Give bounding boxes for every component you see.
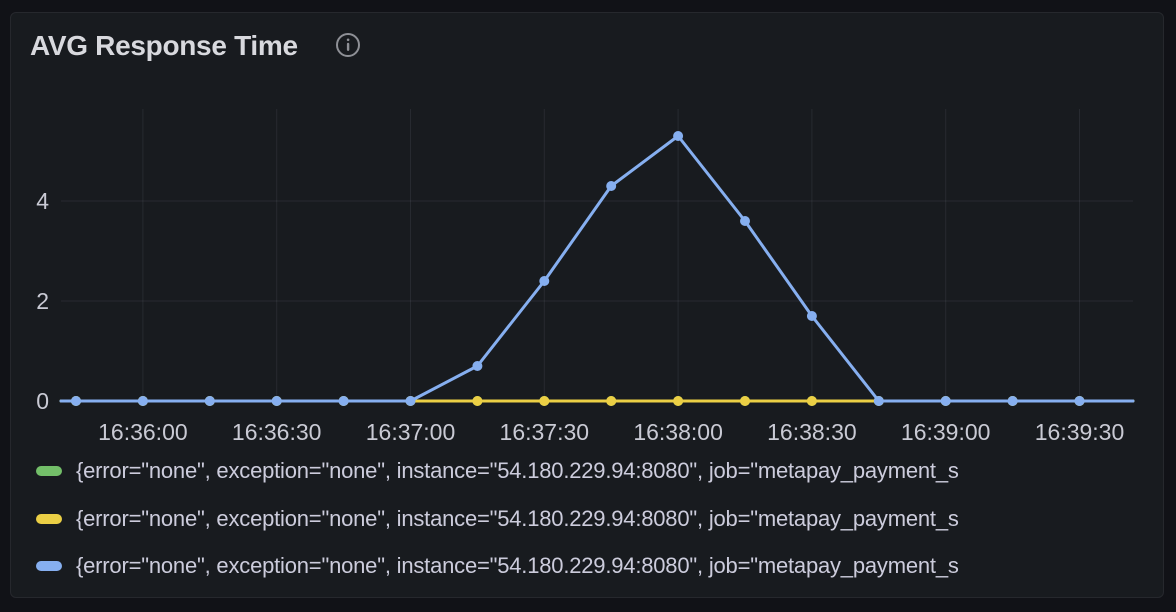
data-point[interactable]: [606, 181, 617, 191]
legend-swatch[interactable]: [36, 513, 62, 524]
data-point[interactable]: [806, 396, 817, 406]
chart-area[interactable]: 0 2 4 16:36:00 16:36:30 16:37:00 16:37:30 16:3…: [11, 13, 1163, 597]
data-point[interactable]: [673, 131, 684, 141]
y-tick-label: 2: [36, 288, 49, 314]
x-tick-label: 16:37:30: [499, 419, 590, 445]
x-tick-label: 16:39:00: [900, 419, 991, 445]
legend-swatch[interactable]: [36, 466, 62, 476]
data-point[interactable]: [940, 396, 951, 406]
data-point[interactable]: [71, 396, 81, 406]
data-point[interactable]: [1074, 396, 1085, 406]
x-tick-label: 16:38:30: [767, 419, 857, 445]
legend-item[interactable]: {error="none", exception="none", instanc…: [11, 448, 1163, 494]
data-point[interactable]: [873, 396, 884, 406]
data-point[interactable]: [806, 311, 817, 321]
data-point[interactable]: [472, 396, 483, 406]
data-point[interactable]: [271, 396, 282, 406]
data-point[interactable]: [539, 276, 550, 286]
data-point[interactable]: [606, 396, 617, 406]
x-tick-label: 16:38:00: [633, 419, 723, 445]
legend-label: {error="none", exception="none", instanc…: [76, 505, 959, 531]
legend-label: {error="none", exception="none", instanc…: [76, 553, 959, 578]
panel-title[interactable]: AVG Response Time: [30, 30, 298, 61]
legend-swatch[interactable]: [36, 561, 62, 571]
data-point[interactable]: [740, 396, 750, 406]
data-point[interactable]: [1007, 396, 1018, 406]
x-tick-label: 16:36:00: [98, 419, 188, 445]
data-point[interactable]: [740, 216, 750, 226]
data-point[interactable]: [405, 396, 416, 406]
series-line-2: [59, 134, 1135, 403]
legend-item[interactable]: {error="none", exception="none", instanc…: [11, 543, 1163, 589]
data-point[interactable]: [673, 396, 684, 406]
data-point[interactable]: [137, 396, 148, 406]
x-tick-label: 16:37:00: [365, 419, 456, 445]
chart-svg[interactable]: [11, 13, 1163, 597]
x-tick-label: 16:39:30: [1034, 419, 1125, 445]
data-point[interactable]: [338, 396, 349, 406]
data-point[interactable]: [472, 361, 483, 371]
data-point[interactable]: [539, 396, 550, 406]
x-tick-label: 16:36:30: [231, 419, 322, 445]
y-tick-label: 4: [36, 188, 49, 214]
legend-item[interactable]: {error="none", exception="none", instanc…: [11, 496, 1163, 542]
data-point[interactable]: [204, 396, 215, 406]
info-icon[interactable]: [335, 32, 361, 58]
panel-avg-response-time: AVG Response Time 0 2 4 16:36:00 16:36:30 16…: [10, 12, 1164, 598]
y-tick-label: 0: [36, 388, 49, 414]
legend-label: {error="none", exception="none", instanc…: [76, 458, 959, 483]
